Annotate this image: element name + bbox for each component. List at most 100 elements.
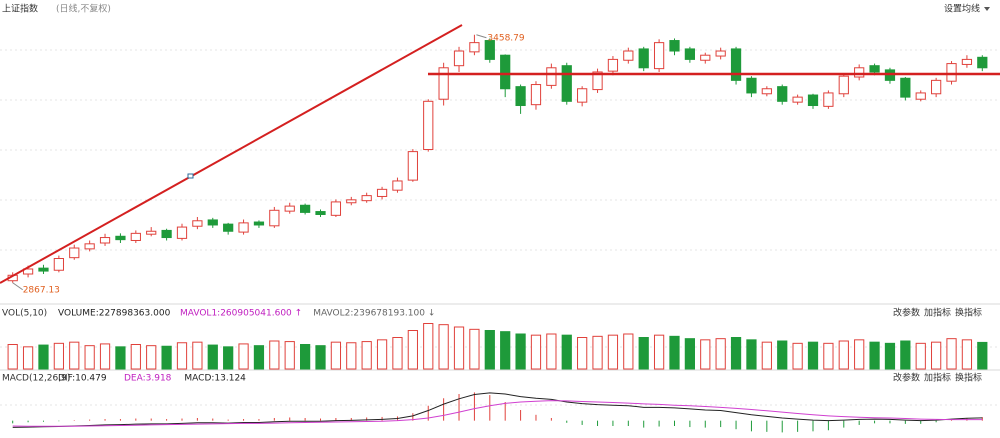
indicator-title: MACD(12,26,9) — [2, 374, 70, 384]
volume-bar — [99, 343, 111, 370]
candle-body — [515, 86, 526, 107]
candle-body — [807, 94, 819, 107]
indicator-legend: MAVOL1:260905041.600 ↑ — [180, 309, 302, 319]
indicator-button[interactable]: 改参数 — [893, 372, 920, 384]
indicator-legend: VOLUME:227898363.000 — [58, 309, 171, 319]
ma-settings-button[interactable]: 设置均线 — [944, 3, 980, 15]
volume-bar — [284, 341, 295, 370]
volume-bar — [223, 346, 234, 370]
candle-body — [407, 151, 418, 181]
indicator-button[interactable]: 加指标 — [924, 372, 951, 384]
volume-bar — [207, 344, 218, 370]
volume-bar — [669, 335, 680, 370]
candle-body — [330, 201, 342, 216]
candle-body — [130, 232, 141, 241]
volume-bar — [515, 333, 526, 370]
candle-body — [530, 84, 542, 106]
dif-line — [12, 392, 983, 428]
candle-body — [761, 88, 772, 95]
candle-body — [376, 188, 388, 197]
candle-body — [561, 65, 572, 102]
volume-bar — [22, 346, 34, 370]
volume-bar — [777, 340, 788, 370]
low-label: 2867.13 — [23, 285, 60, 295]
candle-body — [361, 195, 372, 202]
pointer — [12, 282, 23, 291]
volume-bar — [53, 342, 64, 370]
volume-bar — [407, 330, 418, 370]
candle-body — [946, 63, 957, 82]
candle-body — [484, 40, 495, 60]
volume-bar — [530, 334, 542, 370]
volume-bar — [977, 341, 988, 370]
indicator-title: VOL(5,10) — [2, 309, 47, 319]
volume-bar — [946, 338, 957, 370]
volume-bar — [792, 342, 803, 370]
volume-bar — [146, 345, 157, 370]
line-handle — [187, 173, 194, 179]
volume-bar — [823, 342, 834, 370]
volume-bar — [900, 340, 911, 370]
indicator-button[interactable]: 加指标 — [924, 307, 951, 319]
plot-layer: 3458.79 2867.13 VOL(5,10) VOLUME:227898363.… — [2, 33, 988, 433]
indicator-legend: MAVOL2:239678193.100 ↓ — [313, 309, 435, 319]
candle-body — [577, 88, 588, 103]
volume-bar — [300, 344, 311, 370]
candle-body — [161, 229, 172, 239]
volume-bar — [884, 342, 896, 370]
volume-bar — [500, 331, 511, 370]
candle-body — [777, 86, 788, 102]
candle-body — [423, 100, 434, 151]
volume-bar — [638, 337, 649, 370]
candle-body — [931, 79, 942, 95]
volume-bar — [376, 339, 388, 370]
candle-body — [838, 75, 849, 95]
volume-bar — [869, 341, 880, 370]
volume-bar — [161, 345, 172, 370]
candle-body — [346, 199, 357, 204]
indicator-button[interactable]: 换指标 — [955, 372, 982, 384]
candle-body — [438, 67, 449, 100]
volume-bar — [484, 330, 495, 370]
volume-bar — [361, 341, 372, 370]
candle-body — [623, 50, 634, 61]
volume-bar — [715, 338, 726, 370]
volume-bar — [730, 337, 742, 370]
candle-body — [300, 204, 311, 213]
volume-bar — [607, 334, 619, 370]
volume-bar — [130, 344, 141, 370]
volume-bar — [854, 339, 865, 370]
pointer — [476, 34, 487, 39]
candle-body — [653, 42, 665, 70]
indicator-button[interactable]: 改参数 — [893, 307, 920, 319]
candle-body — [453, 50, 465, 67]
candle-body — [977, 56, 988, 69]
volume-bar — [684, 338, 695, 370]
candle-body — [253, 221, 265, 226]
candle-body — [269, 209, 280, 227]
trend-line — [0, 24, 463, 284]
volume-bar — [269, 340, 280, 370]
candle-body — [607, 58, 619, 72]
candle-body — [315, 211, 326, 215]
volume-bar — [84, 345, 95, 370]
volume-bar — [238, 343, 249, 370]
indicator-button[interactable]: 换指标 — [955, 307, 982, 319]
candle-body — [792, 96, 803, 103]
candle-body — [900, 77, 911, 98]
volume-bar — [915, 342, 926, 370]
candle-body — [592, 71, 603, 91]
candle-body — [684, 48, 695, 60]
volume-bar — [69, 341, 80, 370]
candle-body — [207, 219, 218, 226]
volume-bar — [623, 333, 634, 370]
volume-bar — [592, 335, 603, 370]
candle-body — [746, 77, 757, 94]
candle-body — [869, 65, 880, 73]
candle-body — [546, 67, 557, 86]
volume-bar — [546, 333, 557, 370]
candle-body — [192, 220, 203, 227]
candle-body — [638, 48, 649, 69]
